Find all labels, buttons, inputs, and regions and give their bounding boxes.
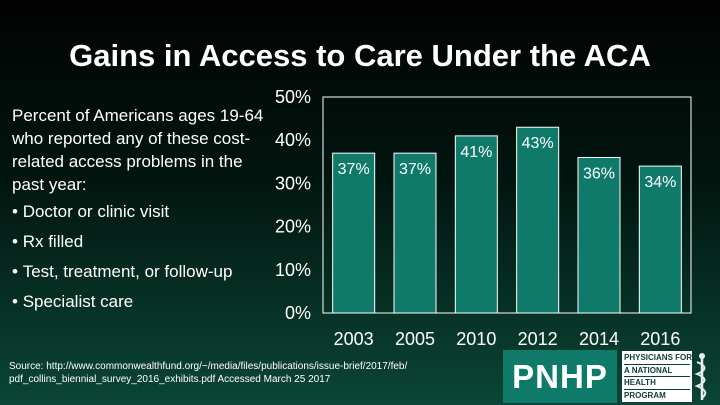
bullet-item: Rx filled [12,230,232,260]
bar-value-label: 36% [583,165,615,182]
bar-value-label: 34% [644,174,676,191]
y-tick-label: 30% [275,173,311,193]
bar [638,165,682,314]
y-tick-label: 40% [275,130,311,150]
bullet-list: Doctor or clinic visit Rx filled Test, t… [12,200,233,320]
logo-letters: PNHP [503,350,617,403]
logo-name-line: PHYSICIANS FOR [624,352,692,365]
bar-value-label: 43% [522,135,554,152]
y-tick-label: 50% [275,87,311,107]
bar [516,126,560,314]
source-citation: Source: http://www.commonwealthfund.org/… [9,361,408,385]
bullet-item: Doctor or clinic visit [12,200,232,230]
bullet-item: Test, treatment, or follow-up [12,260,233,290]
x-tick-label: 2005 [395,329,435,349]
bar-value-label: 41% [460,144,492,161]
bar [332,152,376,314]
slide-title: Gains in Access to Care Under the ACA [69,38,651,73]
chart-description: Percent of Americans ages 19-64 who repo… [12,106,264,194]
logo-name-box: PHYSICIANS FOR A NATIONAL HEALTH PROGRAM [622,351,692,402]
logo-name-line: PROGRAM [624,390,666,400]
y-tick-label: 10% [275,260,311,280]
bar [454,135,498,314]
bar [577,156,621,314]
bar [393,152,437,314]
bar-value-label: 37% [399,161,431,178]
caduceus-icon [694,353,707,400]
y-tick-label: 0% [285,303,311,323]
pnhp-logo: PNHP PHYSICIANS FOR A NATIONAL HEALTH PR… [503,350,713,403]
x-tick-label: 2010 [456,329,496,349]
x-tick-label: 2003 [334,329,374,349]
bar-value-label: 37% [338,161,370,178]
y-tick-label: 20% [275,217,311,237]
plot-frame [322,96,692,314]
logo-name-line: HEALTH [624,377,690,390]
logo-name-line: A NATIONAL [624,365,690,377]
x-tick-label: 2012 [518,329,558,349]
bullet-item: Specialist care [12,290,232,320]
x-tick-label: 2014 [579,329,619,349]
x-tick-label: 2016 [640,329,680,349]
